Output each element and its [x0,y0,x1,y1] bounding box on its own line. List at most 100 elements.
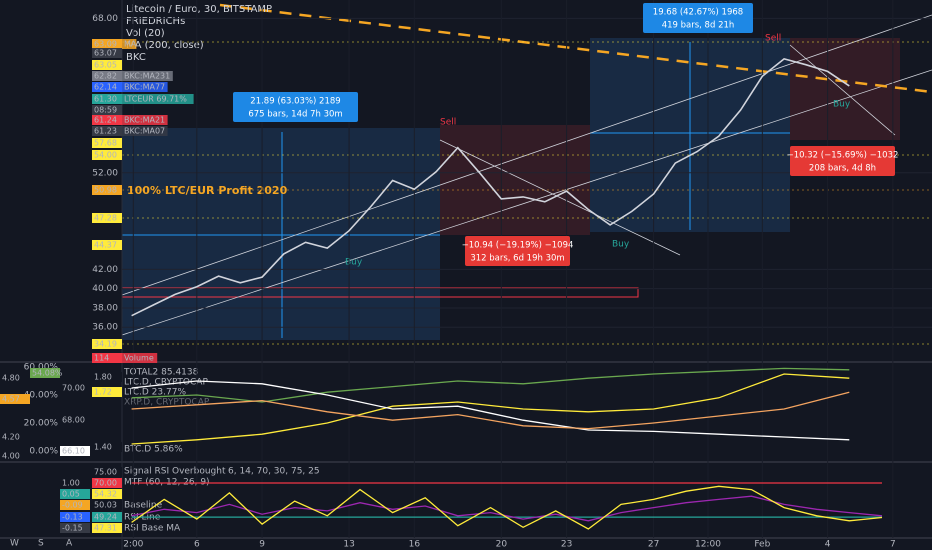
price-badge-text: 54.32 [94,490,117,499]
price-badge-text: 0.05 [62,490,80,499]
x-tick-label: Feb [754,540,770,550]
measure-text: −10.32 (−15.69%) −1032 [787,151,899,161]
range-box [440,125,590,235]
price-badge [92,150,122,160]
price-badge [92,478,122,488]
badge-tag-text: MA [124,40,137,49]
price-badge-text: 50.98 [94,186,117,195]
price-badge [60,512,90,522]
series-line [131,495,883,522]
price-badge [92,185,122,195]
y-tick-label: 0.00% [29,446,58,456]
range-box [790,38,900,140]
measure-text: 19.68 (42.67%) 1968 [653,8,743,18]
badge-tag-text: BKC:MA77 [124,83,165,92]
trend-line [789,44,896,136]
badge-tag [122,115,168,125]
price-badge [0,432,30,442]
badge-tag [122,82,168,92]
price-badge [92,467,122,477]
badge-tag [122,39,137,49]
price-badge [92,60,122,70]
price-badge [60,446,90,456]
measure-label [465,236,570,266]
y-tick-label: 20.00% [24,418,59,428]
measure-label [790,146,895,176]
pane-legend: TOTAL2 85.4138 [123,368,199,378]
indicator-legend: FRIEDRICHs [126,16,185,27]
x-tick-label: 13 [343,540,354,550]
price-badge [92,372,122,382]
price-badge-text: 61.23 [94,127,117,136]
price-badge [92,339,122,349]
price-badge [92,442,122,452]
price-badge-text: 63.07 [94,49,117,58]
badge-tag-text: BKC:MA07 [124,127,165,136]
badge-tag [122,94,194,104]
signal-label: Sell [765,34,781,44]
y-tick-label: 40.00 [92,284,118,294]
price-badge [92,39,122,49]
price-badge [92,213,122,223]
price-badge-text: 34.19 [94,340,117,349]
price-badge-text: 4.00 [2,452,20,461]
pane-legend: Baseline [124,501,163,511]
price-badge-text: 44.37 [94,241,117,250]
price-badge-text: 47.31 [94,524,117,533]
measure-label [233,92,358,122]
x-tick-label: 20 [496,540,508,550]
x-tick-label: 2:00 [123,540,143,550]
price-badge [0,451,30,461]
price-badge-text: 61.24 [94,116,117,125]
toolbar-icon[interactable]: S [38,539,44,549]
price-badge-text: 47.28 [94,214,117,223]
price-badge [30,368,60,378]
badge-tag-text: BKC:MA21 [124,116,165,125]
price-badge-text: 4.80 [2,374,20,383]
series-line [131,373,850,445]
price-badge-text: 70.00 [62,384,85,393]
trend-line [121,69,932,336]
pane-legend: 6, 14, 70, 30, 75, 25 [228,467,320,477]
price-badge [92,512,122,522]
price-badge-text: 1.40 [94,443,112,452]
series-line [131,380,850,441]
badge-tag-text: LTCEUR 69.71% [124,95,187,104]
measure-text: −10.94 (−19.19%) −1094 [462,241,574,251]
y-tick-label: 68.00 [92,14,118,24]
price-badge [0,373,30,383]
price-badge-text: 1.72 [94,388,112,397]
x-tick-label: 9 [259,540,265,550]
price-badge-text: 50.03 [94,501,117,510]
badge-tag-text: BKC:MA231 [124,72,170,81]
price-badge-text: 61.30 [94,95,117,104]
y-tick-label: 36.00 [92,323,118,333]
price-badge-text: 1.00 [62,479,80,488]
measure-text: 312 bars, 6d 19h 30m [470,254,564,264]
price-badge [60,478,90,488]
indicator-legend: BKC [126,52,146,63]
symbol-title: Litecoin / Euro, 30, BITSTAMP [126,4,272,15]
price-badge-text: 08:59 [94,106,117,115]
price-badge [92,500,122,510]
measure-label [643,3,753,33]
toolbar-icon[interactable]: A [66,539,73,549]
badge-tag [122,353,158,363]
x-tick-label: 23 [561,540,572,550]
price-badge-text: 63.05 [94,61,117,70]
price-badge [92,138,122,148]
y-tick-label: 38.00 [92,303,118,313]
price-badge-text: 1.80 [94,373,112,382]
signal-label: Buy [833,100,851,110]
price-badge-text: 57.68 [94,139,117,148]
price-badge-text: 75.00 [94,468,117,477]
series-line [131,391,850,430]
measure-text: 419 bars, 8d 21h [662,21,735,31]
toolbar-icon[interactable]: W [10,539,19,549]
price-badge [92,105,122,115]
price-badge [60,415,90,425]
price-badge [60,489,90,499]
x-tick-label: 27 [648,540,659,550]
measure-text: 675 bars, 14d 7h 30m [248,110,342,120]
series-line [131,485,883,530]
